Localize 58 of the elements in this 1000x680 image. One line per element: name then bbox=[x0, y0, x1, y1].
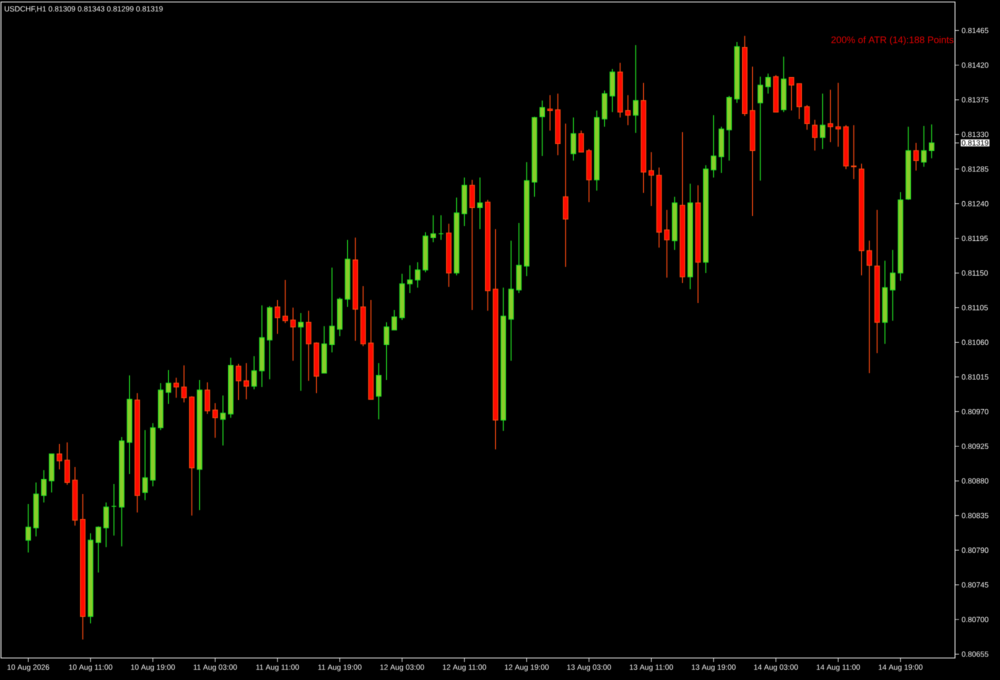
candlestick bbox=[469, 179, 475, 310]
candlestick bbox=[96, 526, 102, 573]
candlestick bbox=[111, 484, 117, 536]
candlestick bbox=[578, 130, 584, 153]
candlestick bbox=[890, 249, 896, 322]
candlestick bbox=[329, 267, 335, 353]
annotation: 200% of ATR (14):188 Points bbox=[831, 36, 954, 46]
candlestick bbox=[547, 94, 553, 132]
candlestick bbox=[788, 76, 794, 111]
candlestick bbox=[828, 89, 834, 143]
candlestick bbox=[866, 240, 872, 374]
candlestick bbox=[664, 209, 670, 278]
candlestick bbox=[384, 322, 390, 380]
candlestick bbox=[282, 279, 288, 324]
candlestick bbox=[142, 430, 148, 501]
candlestick bbox=[414, 262, 420, 288]
candlestick bbox=[244, 362, 250, 400]
candlestick bbox=[928, 124, 934, 159]
candlestick bbox=[540, 100, 545, 156]
candlestick bbox=[820, 93, 826, 150]
candlestick bbox=[306, 310, 312, 382]
candlestick bbox=[298, 312, 304, 392]
candlestick bbox=[181, 364, 187, 403]
candlestick bbox=[407, 264, 413, 294]
candlestick bbox=[610, 68, 616, 113]
candlestick bbox=[166, 370, 172, 404]
candlestick bbox=[392, 310, 398, 330]
candlestick bbox=[562, 123, 568, 268]
candlestick bbox=[103, 502, 109, 548]
candlestick bbox=[376, 362, 382, 420]
candlestick bbox=[173, 377, 179, 398]
candlestick bbox=[835, 82, 841, 148]
candlestick bbox=[56, 443, 62, 470]
candlestick bbox=[251, 356, 257, 390]
candlestick bbox=[26, 504, 31, 553]
candlestick bbox=[796, 83, 802, 120]
candlestick bbox=[212, 402, 218, 438]
candlestick bbox=[625, 94, 631, 126]
candlestick bbox=[570, 117, 576, 162]
candlestick bbox=[648, 152, 654, 206]
candlestick bbox=[220, 394, 226, 446]
candlestick bbox=[236, 363, 242, 401]
candlestick bbox=[765, 73, 771, 94]
candlestick bbox=[710, 114, 716, 178]
candlestick bbox=[913, 142, 919, 172]
candlestick bbox=[632, 44, 638, 134]
candlestick bbox=[430, 214, 436, 243]
candlestick bbox=[758, 76, 764, 182]
candlestick bbox=[851, 124, 857, 180]
candlestick bbox=[812, 119, 818, 152]
candlestick bbox=[290, 307, 296, 362]
candlestick bbox=[804, 104, 810, 130]
candlestick bbox=[921, 126, 927, 168]
candlestick bbox=[274, 300, 280, 334]
candlestick bbox=[204, 382, 210, 414]
candlestick bbox=[64, 442, 70, 486]
candlestick bbox=[41, 470, 47, 503]
candlestick bbox=[477, 177, 483, 230]
